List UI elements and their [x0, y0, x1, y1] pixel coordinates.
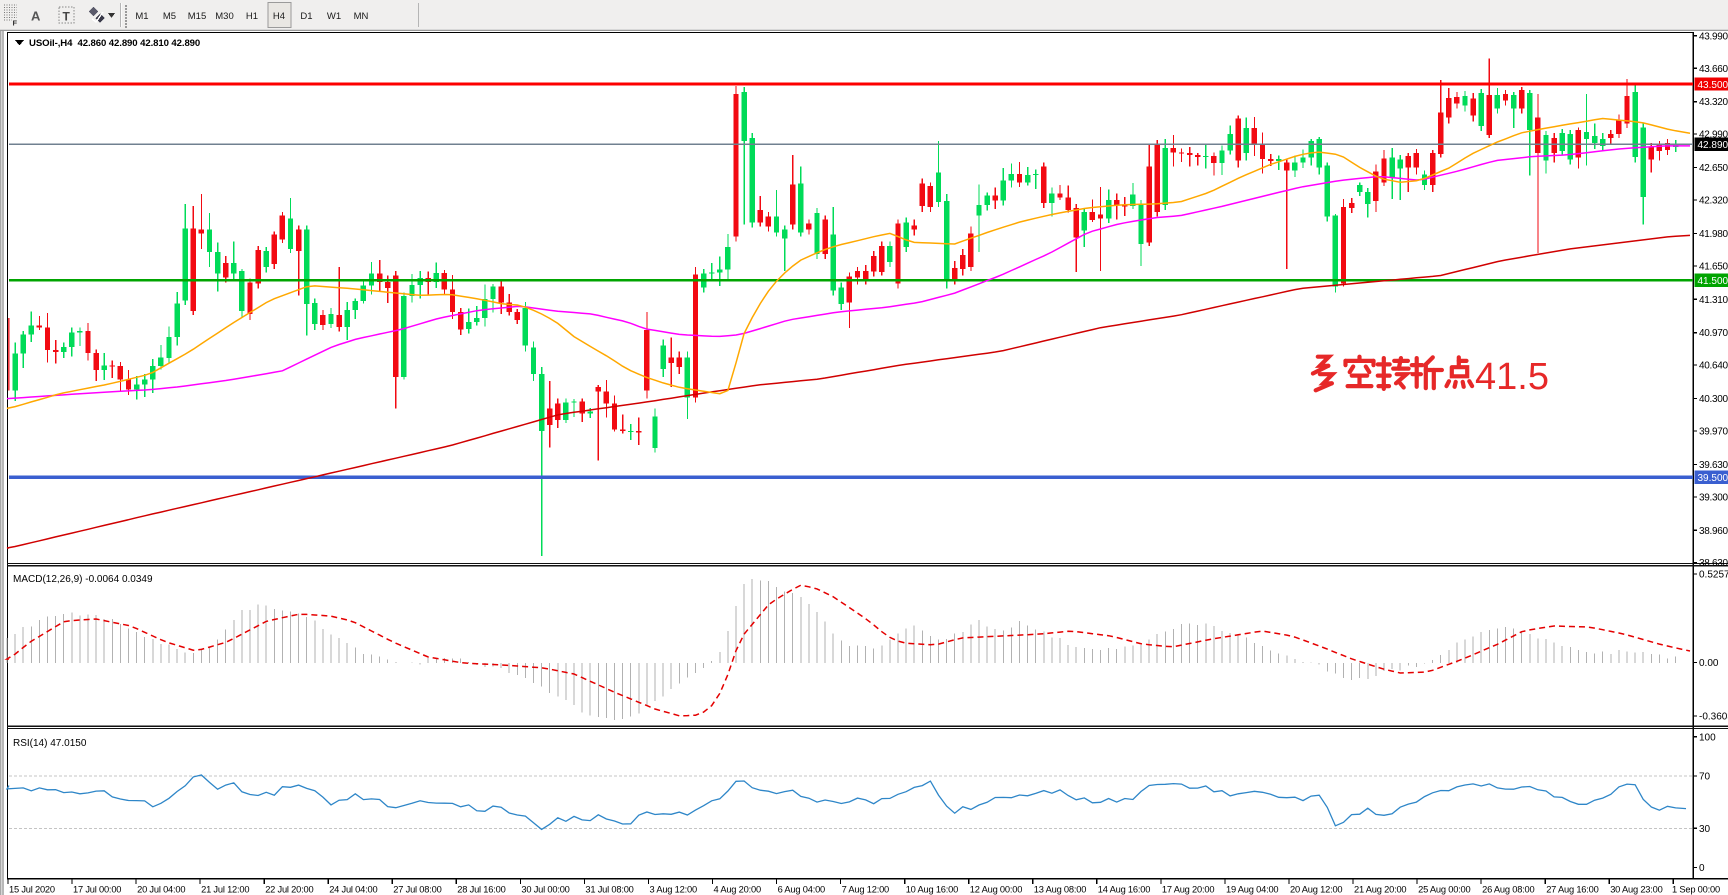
- svg-text:40.970: 40.970: [1699, 328, 1728, 339]
- svg-text:41.650: 41.650: [1699, 261, 1728, 272]
- svg-text:30 Aug 23:00: 30 Aug 23:00: [1610, 885, 1662, 895]
- svg-text:43.990: 43.990: [1699, 31, 1728, 42]
- svg-text:39.300: 39.300: [1699, 492, 1728, 503]
- svg-text:39.970: 39.970: [1699, 427, 1728, 438]
- svg-text:19 Aug 04:00: 19 Aug 04:00: [1226, 885, 1278, 895]
- svg-text:20 Aug 12:00: 20 Aug 12:00: [1290, 885, 1342, 895]
- svg-text:21 Jul 12:00: 21 Jul 12:00: [201, 885, 249, 895]
- svg-text:20 Jul 04:00: 20 Jul 04:00: [137, 885, 185, 895]
- svg-text:27 Jul 08:00: 27 Jul 08:00: [393, 885, 441, 895]
- svg-text:39.500: 39.500: [1698, 473, 1728, 484]
- svg-text:43.660: 43.660: [1699, 64, 1728, 75]
- svg-text:10 Aug 16:00: 10 Aug 16:00: [906, 885, 958, 895]
- svg-text:RSI(14) 47.0150: RSI(14) 47.0150: [13, 738, 87, 749]
- svg-text:21 Aug 20:00: 21 Aug 20:00: [1354, 885, 1406, 895]
- svg-text:12 Aug 00:00: 12 Aug 00:00: [970, 885, 1022, 895]
- svg-text:A: A: [31, 9, 41, 24]
- svg-text:0.5257: 0.5257: [1699, 570, 1728, 581]
- svg-text:25 Aug 00:00: 25 Aug 00:00: [1418, 885, 1470, 895]
- svg-text:17 Jul 00:00: 17 Jul 00:00: [73, 885, 121, 895]
- svg-text:100: 100: [1699, 732, 1716, 743]
- svg-text:USOil-,H4 42.860 42.890 42.81: USOil-,H4 42.860 42.890 42.810 42.890: [29, 38, 200, 49]
- svg-text:7 Aug 12:00: 7 Aug 12:00: [842, 885, 889, 895]
- svg-text:38.960: 38.960: [1699, 526, 1728, 537]
- svg-text:3 Aug 12:00: 3 Aug 12:00: [650, 885, 697, 895]
- svg-text:40.640: 40.640: [1699, 361, 1728, 372]
- svg-text:17 Aug 20:00: 17 Aug 20:00: [1162, 885, 1214, 895]
- svg-text:22 Jul 20:00: 22 Jul 20:00: [265, 885, 313, 895]
- svg-text:31 Jul 08:00: 31 Jul 08:00: [585, 885, 633, 895]
- svg-text:42.320: 42.320: [1699, 196, 1728, 207]
- svg-text:42.990: 42.990: [1699, 130, 1728, 141]
- svg-text:MN: MN: [354, 11, 369, 22]
- svg-text:28 Jul 16:00: 28 Jul 16:00: [457, 885, 505, 895]
- svg-text:41.5: 41.5: [1475, 356, 1549, 398]
- svg-text:70: 70: [1699, 772, 1711, 783]
- svg-text:4 Aug 20:00: 4 Aug 20:00: [714, 885, 761, 895]
- svg-text:6 Aug 04:00: 6 Aug 04:00: [778, 885, 825, 895]
- svg-text:39.630: 39.630: [1699, 460, 1728, 471]
- svg-text:42.650: 42.650: [1699, 163, 1728, 174]
- svg-text:MACD(12,26,9) -0.0064 0.0349: MACD(12,26,9) -0.0064 0.0349: [13, 574, 153, 585]
- svg-text:1 Sep 00:00: 1 Sep 00:00: [1672, 885, 1720, 895]
- svg-text:30 Jul 00:00: 30 Jul 00:00: [521, 885, 569, 895]
- svg-text:43.500: 43.500: [1698, 80, 1728, 91]
- svg-text:43.320: 43.320: [1699, 97, 1728, 108]
- svg-text:26 Aug 08:00: 26 Aug 08:00: [1482, 885, 1534, 895]
- svg-text:13 Aug 08:00: 13 Aug 08:00: [1034, 885, 1086, 895]
- svg-text:M5: M5: [163, 11, 176, 22]
- svg-text:M15: M15: [188, 11, 206, 22]
- svg-text:0.00: 0.00: [1699, 658, 1719, 669]
- svg-text:15 Jul 2020: 15 Jul 2020: [9, 885, 55, 895]
- svg-text:-0.3603: -0.3603: [1699, 712, 1728, 723]
- svg-text:41.500: 41.500: [1698, 276, 1728, 287]
- svg-text:40.300: 40.300: [1699, 394, 1728, 405]
- svg-text:30: 30: [1699, 824, 1711, 835]
- svg-text:D1: D1: [300, 11, 312, 22]
- svg-text:42.890: 42.890: [1698, 140, 1728, 151]
- svg-text:41.980: 41.980: [1699, 229, 1728, 240]
- svg-text:H1: H1: [246, 11, 258, 22]
- svg-text:T: T: [63, 10, 71, 24]
- svg-text:H4: H4: [273, 11, 285, 22]
- svg-text:0: 0: [1699, 863, 1705, 874]
- svg-text:24 Jul 04:00: 24 Jul 04:00: [329, 885, 377, 895]
- svg-text:F: F: [13, 19, 18, 28]
- svg-text:M1: M1: [135, 11, 148, 22]
- svg-text:14 Aug 16:00: 14 Aug 16:00: [1098, 885, 1150, 895]
- svg-text:38.630: 38.630: [1699, 558, 1728, 569]
- svg-text:27 Aug 16:00: 27 Aug 16:00: [1546, 885, 1598, 895]
- svg-text:41.310: 41.310: [1699, 295, 1728, 306]
- svg-text:W1: W1: [327, 11, 341, 22]
- svg-text:M30: M30: [215, 11, 233, 22]
